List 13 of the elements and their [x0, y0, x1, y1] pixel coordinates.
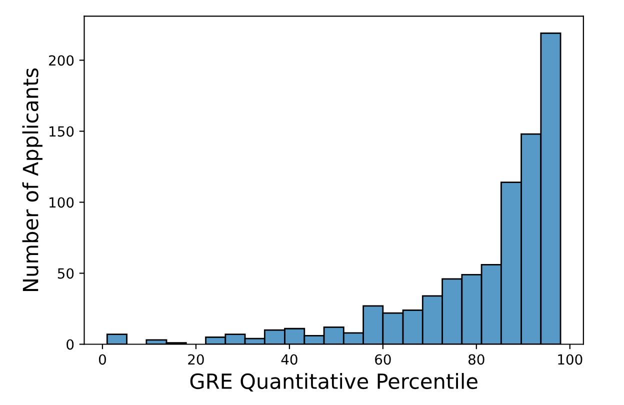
y-tick-label: 100 [50, 197, 74, 208]
x-tick-label: 60 [375, 354, 391, 365]
y-tick-label: 50 [58, 268, 74, 279]
x-tick-label: 100 [558, 354, 582, 365]
y-tick-label: 0 [66, 339, 74, 350]
y-axis-title: Number of Applicants [22, 68, 42, 292]
y-tick-label: 200 [49, 55, 74, 66]
x-axis-title: GRE Quantitative Percentile [190, 372, 478, 392]
x-tick-label: 80 [468, 354, 484, 365]
x-tick-label: 20 [188, 354, 204, 365]
x-tick-label: 0 [98, 354, 106, 365]
x-tick-label: 40 [281, 354, 298, 365]
y-tick-label: 150 [50, 126, 74, 137]
